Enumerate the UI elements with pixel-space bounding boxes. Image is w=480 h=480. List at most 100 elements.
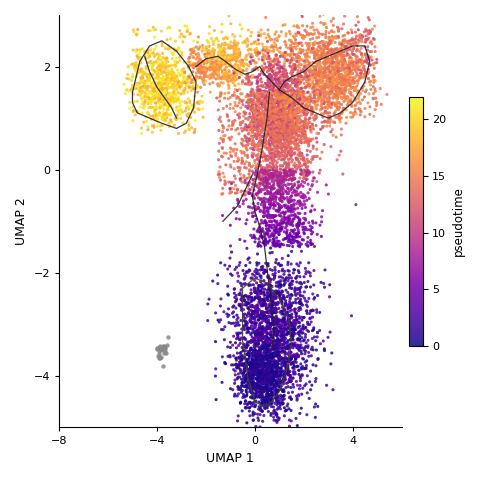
Point — [252, 365, 260, 373]
Point — [131, 63, 138, 71]
Point — [289, 374, 297, 382]
Point — [249, 417, 257, 424]
Point — [159, 63, 167, 71]
Point — [309, 72, 316, 80]
Point — [255, 82, 263, 90]
Point — [315, 89, 323, 97]
Point — [275, 225, 283, 233]
Point — [282, 119, 289, 126]
Point — [267, 381, 275, 389]
Point — [289, 78, 297, 86]
Point — [219, 35, 227, 43]
Point — [236, 360, 244, 368]
Point — [313, 153, 321, 160]
Point — [252, 132, 260, 139]
Point — [256, 334, 264, 342]
Point — [139, 83, 147, 90]
Point — [291, 163, 299, 171]
Point — [245, 98, 252, 106]
Point — [278, 187, 286, 195]
Point — [231, 74, 239, 82]
Point — [267, 321, 275, 328]
Point — [349, 74, 357, 82]
Point — [305, 141, 312, 148]
Point — [280, 77, 288, 85]
Point — [260, 175, 268, 182]
Point — [259, 377, 267, 385]
Point — [263, 346, 271, 354]
Point — [300, 313, 307, 321]
Point — [327, 17, 335, 25]
Point — [150, 84, 158, 92]
Point — [266, 71, 274, 78]
Point — [290, 111, 298, 119]
Point — [293, 99, 300, 107]
Point — [276, 380, 284, 387]
Point — [321, 41, 329, 49]
Point — [266, 201, 274, 208]
Point — [301, 33, 309, 40]
Point — [315, 169, 323, 177]
Point — [301, 84, 309, 92]
Point — [156, 76, 163, 84]
Point — [291, 102, 299, 110]
Point — [249, 96, 256, 104]
Point — [218, 51, 226, 59]
Point — [289, 123, 297, 131]
Point — [278, 310, 286, 318]
Point — [283, 311, 291, 318]
Point — [262, 63, 270, 71]
Point — [311, 83, 318, 91]
Point — [262, 301, 269, 309]
Point — [262, 133, 270, 141]
Point — [261, 108, 268, 115]
Point — [339, 87, 347, 95]
Point — [276, 178, 284, 186]
Point — [274, 112, 281, 120]
Point — [276, 134, 284, 142]
Point — [265, 287, 273, 295]
Point — [235, 262, 243, 269]
Point — [300, 313, 308, 321]
Point — [313, 26, 321, 34]
Point — [283, 308, 291, 316]
Point — [338, 73, 346, 81]
Point — [268, 86, 276, 94]
Point — [169, 84, 177, 92]
Point — [247, 435, 255, 443]
Point — [300, 139, 308, 146]
Point — [165, 90, 173, 97]
Point — [249, 302, 256, 310]
Point — [249, 364, 257, 372]
Point — [272, 357, 279, 365]
Point — [344, 51, 351, 59]
Point — [183, 27, 191, 35]
Point — [286, 128, 294, 136]
Point — [286, 371, 293, 379]
Point — [300, 325, 307, 333]
Point — [251, 106, 258, 114]
Point — [270, 353, 278, 360]
Point — [281, 81, 289, 88]
Point — [247, 372, 255, 379]
Point — [284, 95, 291, 102]
Point — [268, 75, 276, 83]
Point — [194, 38, 202, 46]
Point — [141, 103, 149, 110]
Point — [283, 80, 291, 88]
Point — [261, 230, 268, 238]
Point — [256, 111, 264, 119]
Point — [136, 80, 144, 87]
Point — [259, 116, 267, 123]
Point — [270, 151, 278, 158]
Point — [336, 118, 344, 126]
Point — [264, 293, 272, 300]
Point — [253, 181, 261, 189]
Point — [148, 129, 156, 136]
Point — [274, 109, 281, 117]
Point — [155, 78, 163, 85]
Point — [271, 118, 279, 126]
Point — [257, 402, 265, 410]
Point — [257, 283, 264, 290]
Point — [240, 174, 248, 182]
